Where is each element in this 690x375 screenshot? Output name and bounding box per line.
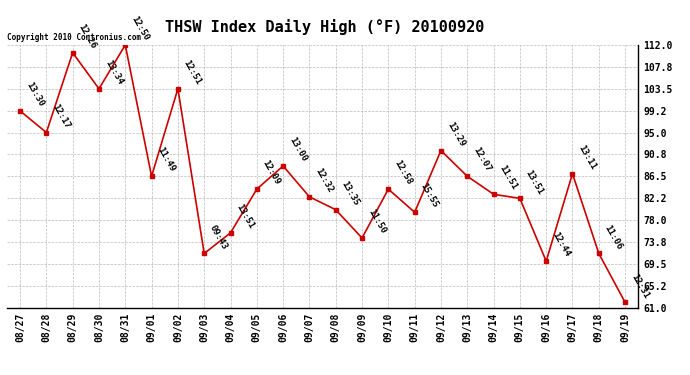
Text: 13:51: 13:51 [524,168,545,196]
Text: 11:51: 11:51 [497,164,519,192]
Text: 12:44: 12:44 [550,231,571,259]
Text: 12:32: 12:32 [313,166,335,194]
Text: 12:58: 12:58 [393,159,413,186]
Text: 15:55: 15:55 [419,182,440,210]
Text: THSW Index Daily High (°F) 20100920: THSW Index Daily High (°F) 20100920 [165,19,484,35]
Text: 13:00: 13:00 [287,136,308,164]
Text: 09:43: 09:43 [208,223,229,251]
Text: 11:06: 11:06 [603,223,624,251]
Text: 13:51: 13:51 [235,202,256,230]
Text: 13:30: 13:30 [24,81,46,108]
Text: 12:50: 12:50 [129,15,150,42]
Text: 11:49: 11:49 [155,146,177,174]
Text: 13:11: 13:11 [576,143,598,171]
Text: 13:29: 13:29 [445,120,466,148]
Text: 12:17: 12:17 [50,102,72,130]
Text: 13:34: 13:34 [103,58,124,86]
Text: 11:50: 11:50 [366,208,387,236]
Text: 12:07: 12:07 [471,146,493,174]
Text: Copyright 2010 Contronius.com: Copyright 2010 Contronius.com [7,33,141,42]
Text: 12:26: 12:26 [77,22,98,50]
Text: 12:31: 12:31 [629,272,650,300]
Text: 12:09: 12:09 [261,159,282,186]
Text: 13:35: 13:35 [339,179,361,207]
Text: 12:51: 12:51 [182,58,203,86]
